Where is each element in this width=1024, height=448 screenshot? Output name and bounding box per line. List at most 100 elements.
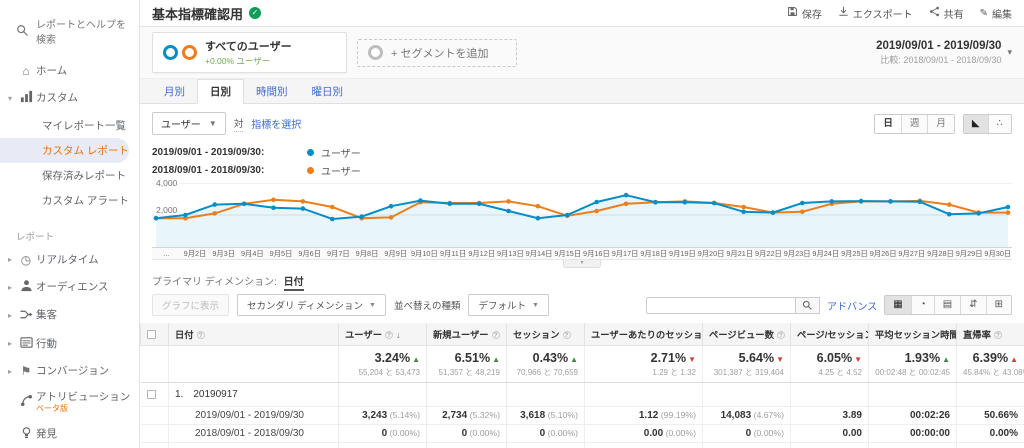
summary-percent: 6.51% xyxy=(454,351,491,365)
secondary-dimension-button[interactable]: セカンダリ ディメンション ▼ xyxy=(237,294,386,316)
cell-value: 2,734 xyxy=(442,410,468,421)
table-view-icon[interactable]: ▦ xyxy=(885,296,911,314)
check-badge-icon: ✓ xyxy=(249,7,262,19)
percentage-view-icon[interactable]: ◔ xyxy=(910,296,934,314)
x-axis-label: 9月17日 xyxy=(611,248,639,258)
sort-type-button[interactable]: デフォルト ▼ xyxy=(468,294,549,316)
pick-metric-link[interactable]: 指標を選択 xyxy=(251,120,302,131)
tab-曜日別[interactable]: 曜日別 xyxy=(311,86,344,98)
sidebar-search[interactable]: レポートとヘルプを検索 xyxy=(0,8,139,58)
lightbulb-icon xyxy=(16,426,36,442)
checkbox-icon[interactable] xyxy=(147,330,156,340)
sidebar-item-report[interactable]: ▸ 集客 xyxy=(0,302,139,330)
summary-metric-cell: 3.24% ▲ 55,204 と 53,473 xyxy=(338,345,427,383)
tab-日別[interactable]: 日別 xyxy=(197,79,244,104)
column-header-9[interactable]: 直帰率? xyxy=(956,323,1024,346)
sidebar-item-custom-child[interactable]: マイレポート一覧 xyxy=(42,119,126,132)
sidebar-item-label: 発見 xyxy=(36,427,57,440)
help-icon[interactable]: ? xyxy=(776,331,785,339)
sidebar-item-report[interactable]: ▸ ⚑ コンバージョン xyxy=(0,358,139,384)
granularity-button-月[interactable]: 月 xyxy=(927,114,954,133)
help-icon[interactable]: ? xyxy=(385,331,394,339)
metric-select-value: ユーザー xyxy=(161,120,201,131)
advanced-filter-link[interactable]: アドバンス xyxy=(826,301,878,313)
column-header-3[interactable]: 新規ユーザー? xyxy=(426,323,507,346)
column-label: 日付 xyxy=(175,330,194,340)
column-header-5[interactable]: ユーザーあたりのセッション数? xyxy=(584,323,703,346)
sidebar-item-bottom[interactable]: 発見 xyxy=(0,420,139,448)
up-arrow-icon: ▲ xyxy=(412,355,420,364)
summary-row: 3.24% ▲ 55,204 と 53,473 6.51% ▲ 51,357 と 48,2… xyxy=(140,345,1024,383)
chart-expander-button[interactable]: ▾ xyxy=(563,260,601,268)
column-header-1[interactable]: 日付? xyxy=(168,323,339,346)
x-axis-label: … xyxy=(162,249,170,258)
x-axis-label: 9月28日 xyxy=(927,248,954,258)
summary-percent: 2.71% xyxy=(650,351,687,365)
pivot-view-icon[interactable]: ⊞ xyxy=(985,296,1011,314)
main-content: 基本指標確認用 ✓ 保存 エクスポート 共有 ✎ 編集 すべてのユーザー +0.00% … xyxy=(140,0,1024,448)
sidebar-item-report[interactable]: ▸ 行動 xyxy=(0,330,139,358)
sidebar-item-report[interactable]: ▸ ◷ リアルタイム xyxy=(0,247,139,273)
sidebar-item-home[interactable]: ⌂ ホーム xyxy=(0,58,139,84)
segment-all-users[interactable]: すべてのユーザー +0.00% ユーザー xyxy=(152,32,347,73)
column-header-8[interactable]: 平均セッション時間? xyxy=(868,323,957,346)
legend-dot-icon xyxy=(307,149,314,156)
sidebar-item-custom[interactable]: ▾ カスタム xyxy=(0,84,139,112)
summary-percent: 6.05% xyxy=(816,351,853,365)
motion-chart-button[interactable]: ∴ xyxy=(987,114,1011,133)
save-button[interactable]: 保存 xyxy=(787,6,822,21)
sidebar-item-label: ホーム xyxy=(36,64,68,77)
row-index: 1. xyxy=(175,389,184,400)
table-search-button[interactable] xyxy=(795,296,820,314)
granularity-button-日[interactable]: 日 xyxy=(875,114,901,133)
x-axis-label: 9月8日 xyxy=(355,248,379,258)
performance-view-icon[interactable]: ▤ xyxy=(933,296,961,314)
column-label: ユーザーあたりのセッション数 xyxy=(591,330,703,340)
legend-series-label: ユーザー xyxy=(321,149,361,160)
chart-plot-area[interactable] xyxy=(152,183,1012,247)
area-chart-button[interactable]: ◣ xyxy=(963,114,988,133)
segment-ring-gray-icon xyxy=(368,45,383,60)
chevron-down-icon: ▾ xyxy=(1007,47,1012,57)
date-range-picker[interactable]: 2019/09/01 - 2019/09/30 比較: 2018/09/01 -… xyxy=(876,40,1012,66)
sidebar-item-report[interactable]: ▸ オーディエンス xyxy=(0,273,139,301)
help-icon[interactable]: ? xyxy=(993,331,1002,339)
sidebar-item-bottom[interactable]: アトリビューション ベータ版 xyxy=(0,385,139,420)
comparison-view-icon[interactable]: ⇵ xyxy=(960,296,986,314)
y-axis-tick-2000: 2,000 xyxy=(154,205,180,215)
column-label: ページ/セッション xyxy=(797,330,869,340)
granularity-button-週[interactable]: 週 xyxy=(900,114,928,133)
summary-values: 51,357 と 48,219 xyxy=(438,368,500,377)
export-button[interactable]: エクスポート xyxy=(838,6,913,21)
cell-value: 0 xyxy=(381,428,388,439)
add-segment-button[interactable]: + セグメントを追加 xyxy=(357,38,517,67)
help-icon[interactable]: ? xyxy=(562,331,571,339)
x-axis-label: 9月14日 xyxy=(525,248,553,258)
edit-button[interactable]: ✎ 編集 xyxy=(980,6,1012,21)
x-axis-label: 9月30日 xyxy=(984,248,1012,258)
x-axis-label: 9月11日 xyxy=(439,248,467,258)
column-header-7[interactable]: ページ/セッション? xyxy=(790,323,869,346)
help-icon[interactable]: ? xyxy=(196,331,205,339)
report-titlebar: 基本指標確認用 ✓ 保存 エクスポート 共有 ✎ 編集 xyxy=(140,0,1024,27)
share-button[interactable]: 共有 xyxy=(929,6,964,21)
tab-月別[interactable]: 月別 xyxy=(164,86,185,98)
sidebar-item-custom-child[interactable]: カスタム アラート xyxy=(42,194,129,207)
sidebar-item-custom-child[interactable]: 保存済みレポート xyxy=(42,169,126,182)
line-chart[interactable]: 4,000 2,000 xyxy=(152,178,1012,247)
table-row[interactable]: 1. 20190917 xyxy=(140,382,1024,407)
primary-dimension-date[interactable]: 日付 xyxy=(283,277,304,291)
summary-metric-cell: 6.05% ▼ 4.25 と 4.52 xyxy=(790,345,869,383)
column-header-6[interactable]: ページビュー数? xyxy=(702,323,791,346)
help-icon[interactable]: ? xyxy=(491,331,500,339)
column-header-2[interactable]: ユーザー? ↓ xyxy=(338,323,427,346)
summary-values: 55,204 と 53,473 xyxy=(358,368,420,377)
checkbox-icon[interactable] xyxy=(146,389,156,399)
cell-subvalue: (0.00%) xyxy=(467,428,500,438)
table-search-input[interactable] xyxy=(645,296,796,314)
column-header-4[interactable]: セッション? xyxy=(506,323,585,346)
tab-時間別[interactable]: 時間別 xyxy=(256,86,288,98)
summary-values: 4.25 と 4.52 xyxy=(818,368,862,377)
sidebar-item-custom-report-active[interactable]: カスタム レポート xyxy=(0,137,129,163)
metric-select-button[interactable]: ユーザー ▼ xyxy=(152,112,226,135)
